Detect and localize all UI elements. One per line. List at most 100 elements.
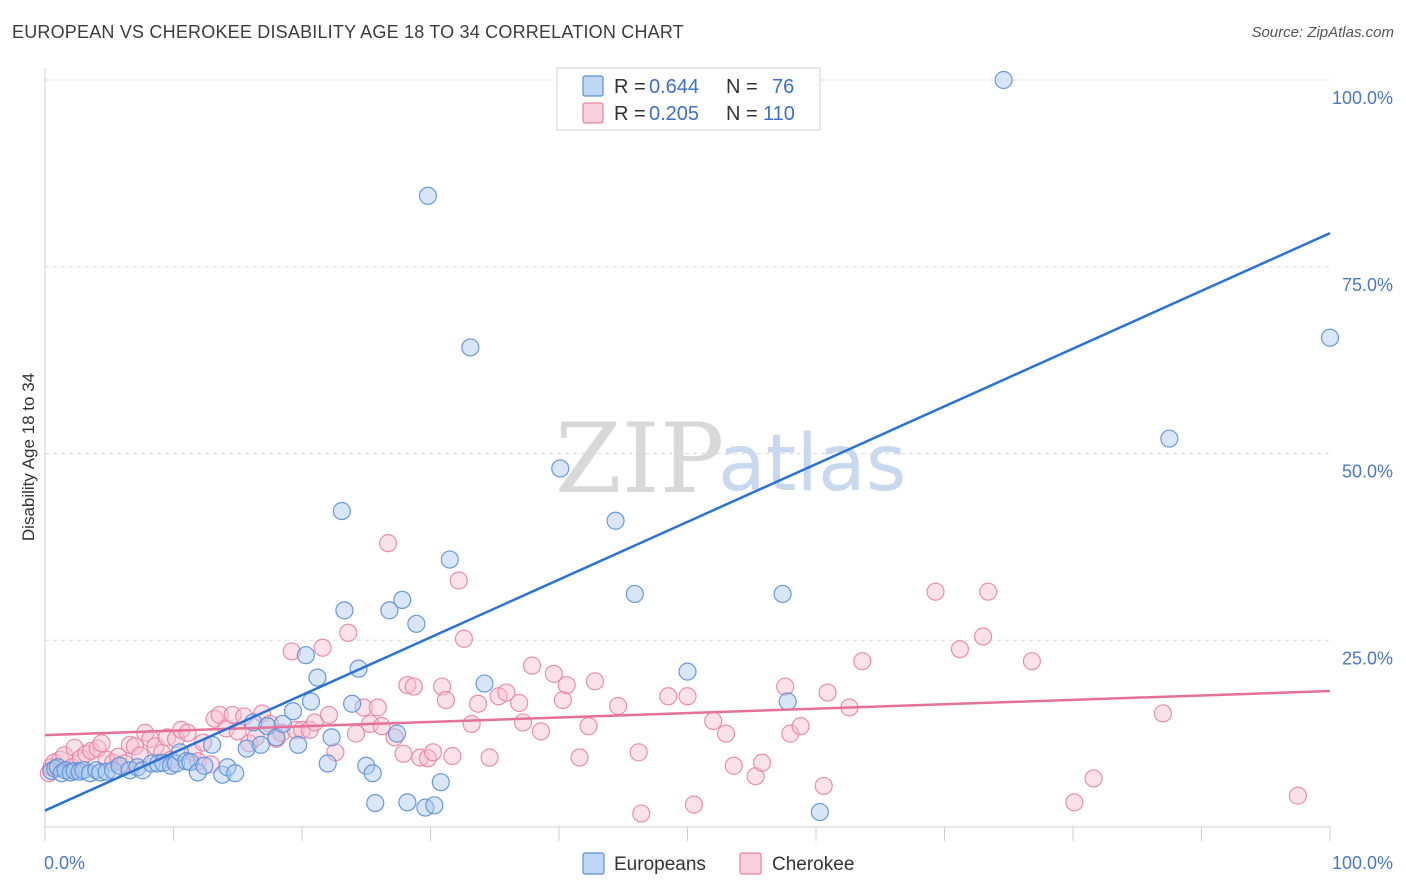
european-point (380, 601, 399, 620)
cherokee-point (553, 690, 572, 710)
cherokee-point (609, 696, 628, 716)
european-point (778, 692, 797, 711)
legend-label-europeans: Europeans (614, 854, 706, 875)
european-point (393, 590, 412, 610)
cherokee-point (818, 683, 837, 702)
cherokee-point (510, 693, 529, 713)
cherokee-point (1288, 786, 1307, 805)
european-point (551, 459, 570, 478)
axes (44, 68, 1331, 841)
european-point (289, 735, 308, 754)
european-point (318, 754, 337, 773)
legend-n-value-europeans: 76 (772, 76, 794, 98)
cherokee-point (544, 664, 563, 683)
cherokee-point (724, 756, 743, 775)
watermark: ZIP atlas (555, 403, 907, 515)
x-tick-label: 100.0% (1332, 853, 1393, 873)
legend-label-cherokee: Cherokee (772, 854, 854, 875)
european-point (251, 735, 270, 754)
cherokee-point (372, 717, 391, 736)
cherokee-point (313, 638, 332, 657)
grid (45, 79, 1330, 641)
cherokee-point (629, 743, 648, 762)
cherokee-point (394, 744, 413, 763)
cherokee-point (157, 728, 177, 747)
legend-r-value-europeans: 0.644 (649, 76, 699, 98)
european-point (606, 511, 625, 530)
european-point (1320, 328, 1340, 347)
european-point (237, 739, 256, 758)
european-point (195, 756, 214, 775)
cherokee-point (853, 652, 872, 671)
cherokee-point (973, 627, 993, 646)
cherokee-point (423, 743, 443, 762)
european-point (110, 756, 129, 775)
series-legend: Europeans Cherokee (582, 852, 854, 875)
y-tick-label: 25.0% (1342, 648, 1393, 668)
european-point (678, 662, 697, 681)
chart-title: EUROPEAN VS CHEROKEE DISABILITY AGE 18 T… (12, 22, 684, 42)
european-point (296, 646, 315, 665)
cherokee-point (752, 753, 772, 772)
legend-r-value-cherokee: 0.205 (649, 103, 699, 125)
cherokee-point (557, 675, 576, 695)
cherokee-point (418, 749, 438, 768)
european-point (308, 668, 327, 687)
cherokee-point (791, 717, 810, 736)
cherokee-point (378, 534, 398, 553)
source-label: Source: ZipAtlas.com (1251, 24, 1394, 41)
european-point (226, 764, 245, 783)
cherokee-point (678, 687, 697, 706)
cherokee-point (178, 723, 197, 742)
legend-swatch-europeans (582, 75, 604, 97)
watermark-zip: ZIP (555, 403, 724, 515)
european-point (398, 793, 417, 812)
european-point (366, 793, 385, 813)
cherokee-point (404, 677, 423, 696)
y-tick-label: 100.0% (1332, 88, 1393, 108)
european-point (431, 773, 450, 792)
cherokee-point (716, 724, 736, 743)
european-point (461, 338, 480, 357)
cherokee-point (454, 629, 474, 648)
cherokee-point (579, 717, 598, 736)
legend-n-value-cherokee: 110 (763, 103, 795, 125)
cherokee-point (480, 748, 499, 767)
european-point (301, 692, 321, 711)
european-point (773, 584, 792, 604)
y-axis-title: Disability Age 18 to 34 (19, 373, 38, 541)
european-point (425, 796, 444, 815)
european-point (283, 702, 303, 721)
european-point (322, 728, 341, 747)
european-point (357, 756, 376, 775)
legend-swatch-cherokee (582, 102, 604, 124)
cherokee-point (282, 642, 301, 661)
cherokee-point (1084, 769, 1103, 788)
y-tick-label: 50.0% (1342, 462, 1393, 482)
cherokee-point (522, 656, 542, 675)
cherokee-point (1022, 652, 1041, 671)
cherokee-point (354, 698, 373, 717)
european-point (335, 601, 354, 620)
cherokee-point (462, 714, 481, 734)
legend-r-label: R = (614, 76, 646, 98)
cherokee-point (436, 690, 456, 710)
cherokee-point (531, 722, 551, 741)
cherokee-point (223, 705, 242, 725)
european-point (418, 186, 438, 205)
european-point (407, 614, 426, 633)
cherokee-point (398, 675, 417, 695)
trend-lines (44, 231, 1331, 812)
cherokee-point (585, 672, 605, 691)
cherokee-point (1065, 793, 1084, 812)
european-point (440, 550, 459, 569)
european-point (332, 501, 351, 521)
cherokee-point (1153, 704, 1173, 723)
x-tick-labels: 0.0% 100.0% (44, 853, 1393, 873)
cherokee-point (632, 804, 651, 823)
cherokee-point (979, 582, 998, 601)
x-tick-label: 0.0% (44, 853, 85, 873)
legend-r-label: R = (614, 103, 646, 125)
cherokee-point (368, 698, 387, 717)
